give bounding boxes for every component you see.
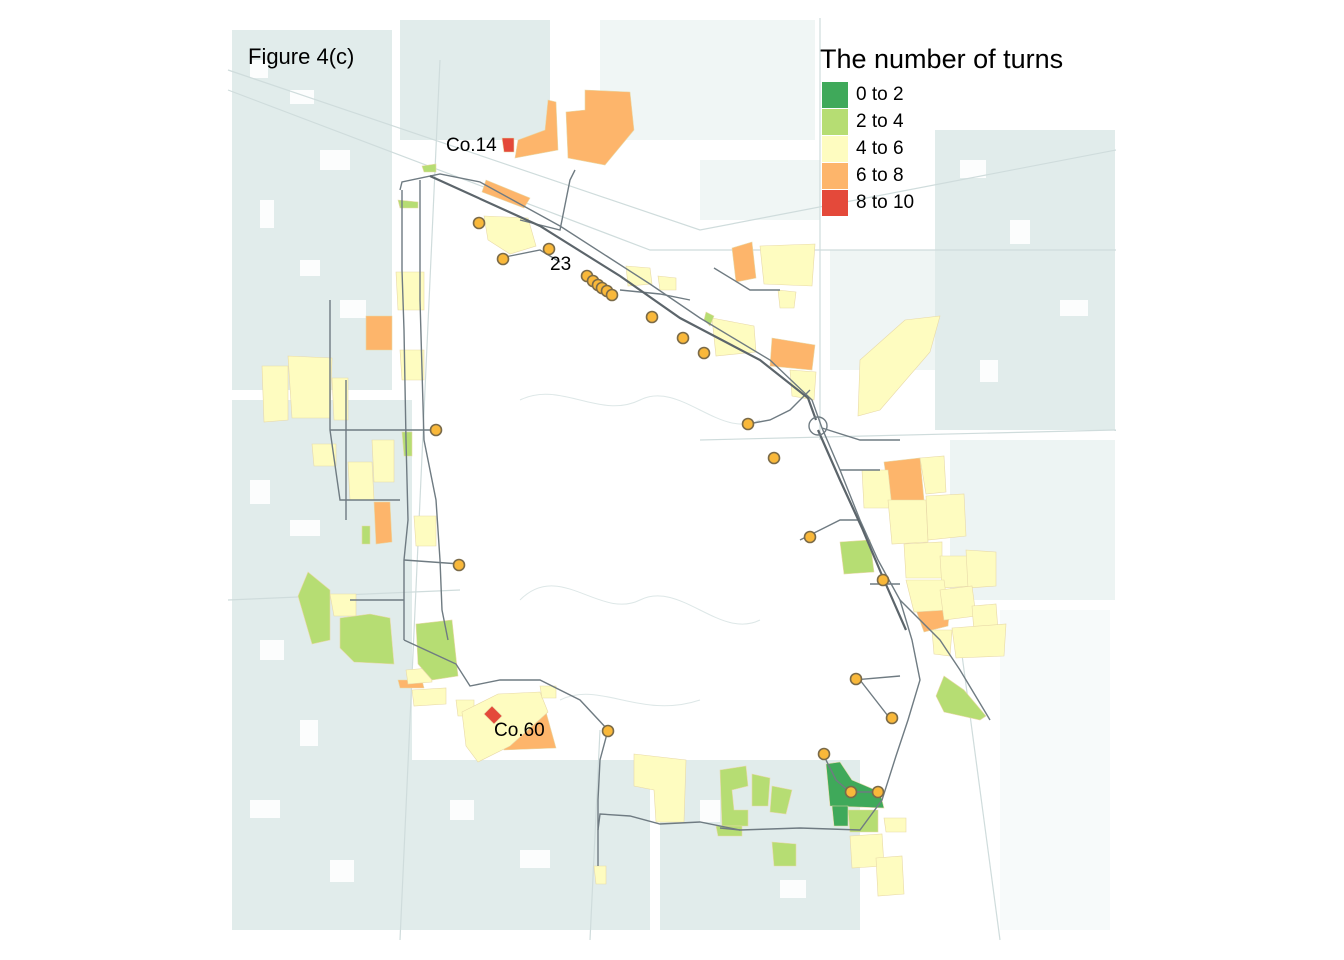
legend-swatch <box>822 162 848 189</box>
legend-title: The number of turns <box>820 44 1064 74</box>
legend-item-label: 6 to 8 <box>856 164 904 186</box>
legend-item-6-to-8: 6 to 8 <box>822 162 1063 189</box>
legend-swatch <box>822 81 848 108</box>
base-map <box>227 18 1117 941</box>
roundabout <box>808 416 828 436</box>
legend-swatch <box>822 135 848 162</box>
label-co60: Co.60 <box>494 720 545 741</box>
legend-item-4-to-6: 4 to 6 <box>822 135 1063 162</box>
choropleth-regions <box>261 89 1007 897</box>
legend-item-8-to-10: 8 to 10 <box>822 189 1063 216</box>
figure-label: Figure 4(c) <box>248 44 355 69</box>
legend-item-2-to-4: 2 to 4 <box>822 108 1063 135</box>
legend-swatch <box>822 189 848 216</box>
label-co14: Co.14 <box>446 135 497 156</box>
route-network <box>329 169 991 866</box>
legend-item-label: 0 to 2 <box>856 83 904 105</box>
legend-item-label: 2 to 4 <box>856 110 904 132</box>
legend-item-label: 4 to 6 <box>856 137 904 159</box>
legend-swatch <box>822 108 848 135</box>
legend-item-0-to-2: 0 to 2 <box>822 81 1063 108</box>
legend-item-label: 8 to 10 <box>856 191 915 213</box>
stop-markers <box>429 216 899 799</box>
label-stop-23: 23 <box>550 254 572 275</box>
legend: The number of turns 0 to 2 2 to 4 4 to 6… <box>820 44 1063 216</box>
